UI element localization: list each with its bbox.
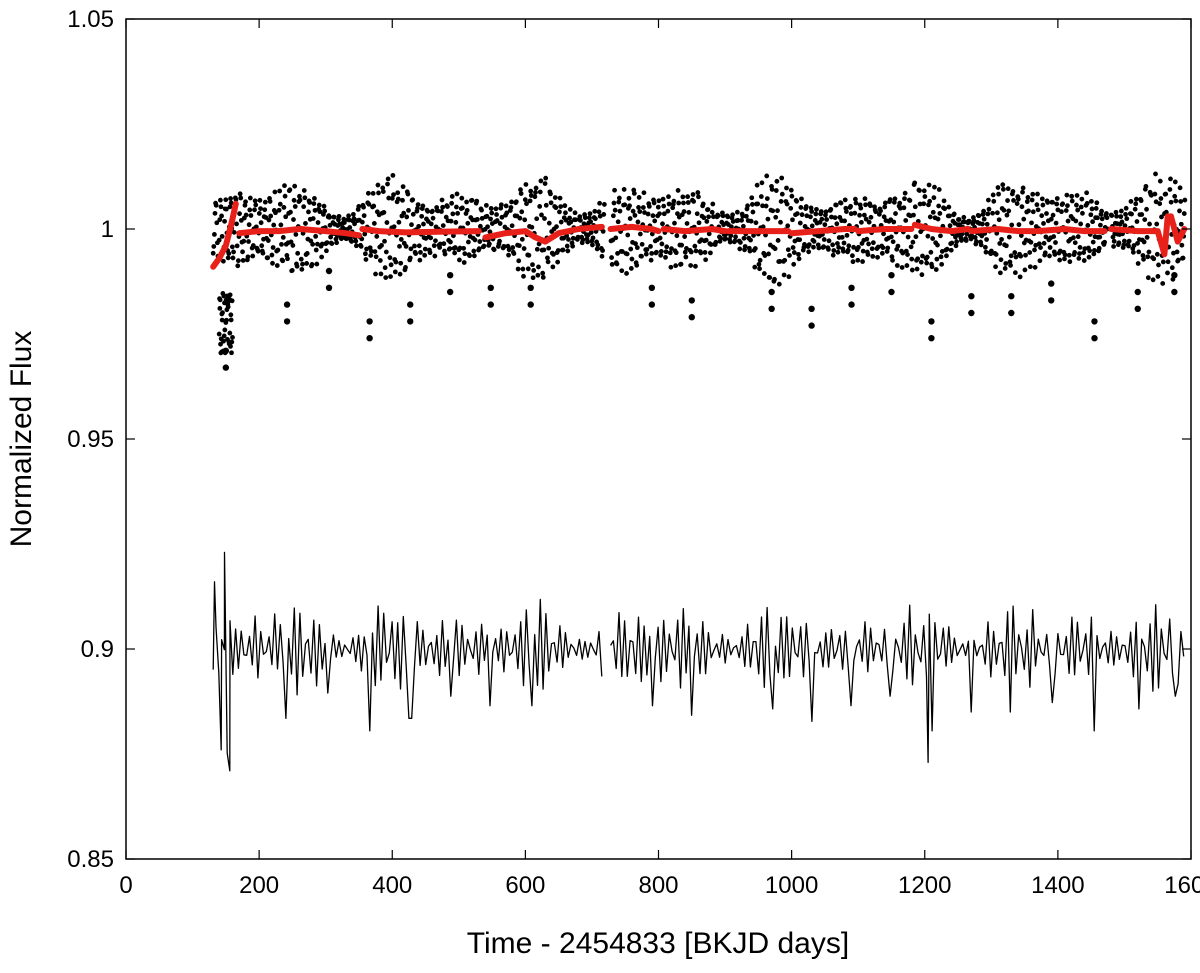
- trend-segment: [788, 226, 858, 237]
- transit-dip-point: [222, 364, 230, 371]
- transit-dip-point: [407, 318, 414, 325]
- trend-segment: [660, 226, 729, 235]
- raw-flux-early-dip: [216, 290, 235, 356]
- transit-dip-point: [1008, 309, 1015, 317]
- trend-segment: [968, 226, 1038, 235]
- transit-dip-point: [325, 267, 333, 275]
- plot-area: [210, 171, 1188, 772]
- transit-dip-point: [688, 314, 695, 321]
- transit-dip-point: [1091, 335, 1098, 342]
- transit-dip-point: [527, 284, 534, 291]
- x-axis-title: Time - 2454833 [BKJD days]: [467, 927, 849, 960]
- transit-dip-point: [527, 301, 534, 308]
- transit-dip-point: [848, 301, 855, 308]
- series-detrended-flux: [212, 551, 1185, 772]
- transit-dip-point: [446, 272, 454, 279]
- transit-dip-point: [648, 301, 656, 308]
- transit-dip-point: [688, 297, 695, 304]
- x-tick-label: 1400: [1031, 872, 1084, 899]
- transit-dip-point: [888, 272, 895, 279]
- transit-dip-point: [768, 288, 775, 296]
- trend-segment: [855, 226, 915, 235]
- x-tick-label: 1200: [898, 872, 951, 899]
- transit-dip-point: [968, 293, 975, 300]
- trend-segment: [359, 226, 482, 236]
- transit-dip-point: [1171, 272, 1178, 279]
- trend-segment: [210, 200, 239, 270]
- x-tick-label: 1000: [765, 872, 818, 899]
- trend-segment: [1034, 226, 1108, 235]
- detrended-flux-line: [212, 551, 603, 772]
- transit-dip-point: [366, 335, 373, 342]
- x-tick-label: 600: [505, 872, 545, 899]
- raw-flux-points: [210, 171, 1188, 287]
- transit-dip-point: [1091, 318, 1098, 325]
- x-tick-label: 0: [119, 872, 132, 899]
- transit-dip-point: [928, 335, 935, 342]
- transit-dip-point: [968, 309, 975, 317]
- transit-dip-point: [325, 284, 333, 291]
- transit-dip-point: [446, 288, 454, 296]
- transit-dip-point: [648, 284, 656, 291]
- x-tick-label: 400: [372, 872, 412, 899]
- transit-dip-point: [366, 318, 373, 325]
- transit-dip-point: [283, 318, 291, 325]
- y-tick-label: 0.95: [67, 426, 114, 453]
- transit-dip-point: [1134, 305, 1141, 312]
- trend-segment: [911, 221, 971, 235]
- transit-dip-point: [768, 305, 775, 312]
- series-trend: [210, 200, 1188, 270]
- transit-dip-point: [808, 305, 815, 312]
- transit-dip-point: [808, 322, 815, 329]
- transit-dip-point: [222, 347, 230, 354]
- transit-dip-point: [928, 318, 935, 325]
- trend-segment: [236, 226, 303, 237]
- x-tick-label: 800: [638, 872, 678, 899]
- y-tick-label: 1.05: [67, 6, 114, 33]
- series-raw-flux: [210, 171, 1188, 371]
- y-tick-label: 1: [101, 216, 114, 243]
- axes-frame: [125, 18, 1192, 860]
- transit-dip-point: [487, 301, 494, 308]
- transit-dip-point: [1134, 288, 1141, 296]
- x-tick-label: 200: [239, 872, 279, 899]
- trend-segment: [482, 223, 605, 245]
- trend-segment: [1108, 213, 1188, 258]
- trend-segment: [607, 223, 662, 235]
- transit-dip-point: [1048, 280, 1055, 287]
- transit-dip-point: [283, 301, 291, 308]
- transit-dip-point: [1171, 288, 1178, 296]
- transit-dip-point: [1008, 293, 1015, 300]
- y-tick-label: 0.9: [81, 636, 114, 663]
- trend-segment: [297, 226, 362, 239]
- detrended-flux-line: [610, 604, 1185, 764]
- y-axis-title: Normalized Flux: [5, 331, 38, 548]
- transit-dip-point: [1048, 297, 1055, 304]
- y-tick-label: 0.85: [67, 846, 114, 873]
- transit-dip-point: [487, 284, 494, 291]
- transit-dip-point: [888, 288, 895, 296]
- transit-dip-point: [848, 284, 855, 291]
- transit-dip-point: [407, 301, 414, 308]
